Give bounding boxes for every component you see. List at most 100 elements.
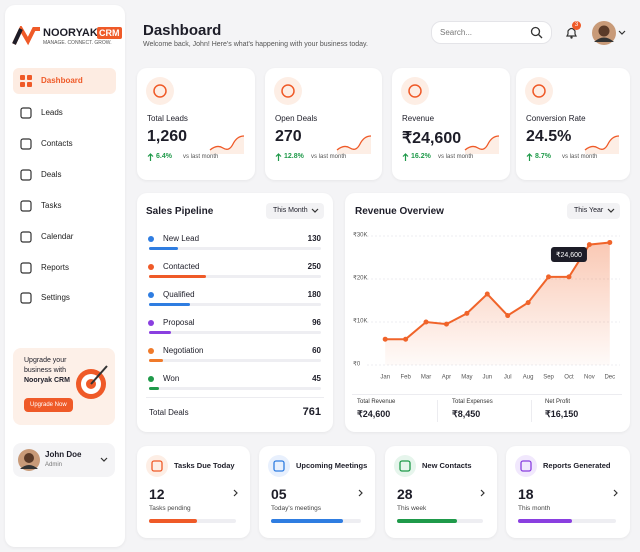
x-tick-label: Nov [584,375,595,381]
revenue-point [382,336,388,342]
stage-name: New Lead [163,234,200,243]
revenue-point [403,336,409,342]
nav-icon [20,200,32,212]
nav-item[interactable]: Leads [41,108,63,117]
task-chevron [358,489,363,497]
tooltip-label: ₹24,600 [556,251,582,259]
stage-value: 250 [307,262,321,271]
kpi-label: Open Deals [275,114,318,123]
stage-track [149,387,321,390]
kpi-up-arrow [402,153,409,161]
kpi-icon [401,77,429,105]
stage-dot [148,376,154,382]
pipeline-filter-label: This Month [273,207,308,214]
brand-badge: CRM [97,27,122,39]
stage-value: 60 [312,346,321,355]
tooltip-box [550,247,587,262]
task-icon [515,455,537,477]
y-tick-label: ₹0 [353,361,361,368]
kpi-value: 1,260 [147,128,188,145]
brand-name: NOORYAK [43,27,98,39]
pipeline-card [137,193,333,432]
revenue-filter[interactable] [567,203,620,219]
revenue-point [505,313,511,319]
stage-name: Qualified [163,290,195,299]
user-role: Admin [45,462,63,468]
x-tick-label: Sep [543,375,554,381]
task-note: This month [518,505,551,512]
x-tick-label: Jul [504,375,512,381]
stage-dot [148,264,154,270]
kpi-change: 6.4% [156,153,172,160]
header-avatar[interactable] [592,20,628,46]
notification-badge: 3 [572,21,581,30]
task-icon [268,455,290,477]
task-title: New Contacts [422,461,472,470]
kpi-value: 24.5% [526,128,572,145]
task-value: 18 [518,486,534,502]
kpi-sparkline [209,135,245,154]
stage-dot [148,348,154,354]
task-note: Today's meetings [271,505,322,512]
pipeline-filter[interactable] [266,203,324,219]
revenue-point [484,291,490,297]
task-title: Upcoming Meetings [296,461,368,470]
page-subtitle: Welcome back, John! Here's what's happen… [143,41,368,48]
kpi-change: 8.7% [535,153,551,160]
nav-item[interactable]: Settings [41,293,70,302]
kpi-up-arrow [275,153,282,161]
task-value: 28 [397,486,413,502]
pipeline-filter-chevron [311,208,319,213]
stage-bar [149,331,171,334]
search-placeholder: Search... [440,28,473,37]
pipeline-divider [146,397,324,398]
summary-value: ₹8,450 [452,409,481,419]
nav-item[interactable]: Calendar [41,232,74,241]
revenue-point [443,321,449,327]
summary-label: Net Profit [545,399,571,405]
kpi-sparkline [584,135,620,154]
revenue-point [566,274,572,280]
nav-item[interactable]: Reports [41,263,70,272]
stage-value: 180 [307,290,321,299]
stage-track [149,275,321,278]
x-tick-label: Feb [400,375,411,381]
nav-item[interactable]: Deals [41,170,62,179]
stage-bar [149,303,190,306]
task-note: This week [397,505,427,512]
user-name: John Doe [45,450,82,459]
kpi-value: ₹24,600 [402,130,462,147]
kpi-note: vs last month [183,154,219,160]
task-chevron [613,489,618,497]
nav-item[interactable]: Dashboard [41,76,83,85]
summary-sep [531,400,532,422]
task-chevron [233,489,238,497]
nav-item[interactable]: Tasks [41,201,62,210]
stage-bar [149,359,163,362]
revenue-title: Revenue Overview [355,206,444,217]
stage-value: 130 [307,234,321,243]
stage-track [149,303,321,306]
x-tick-label: Apr [442,375,451,381]
kpi-label: Revenue [402,114,435,123]
x-tick-label: Jun [482,375,492,381]
search-box[interactable] [431,21,552,44]
stage-track [149,331,321,334]
stage-dot [148,236,154,242]
kpi-icon [274,77,302,105]
bell-icon[interactable] [565,26,578,39]
task-chevron [480,489,485,497]
revenue-point [546,274,552,280]
task-title: Tasks Due Today [174,461,235,470]
nav-item[interactable]: Contacts [41,139,73,148]
task-note: Tasks pending [149,505,191,512]
stage-name: Negotiation [163,346,204,355]
nav-icon [20,169,32,181]
revenue-point [586,242,592,248]
upgrade-button[interactable]: Upgrade Now [24,398,73,412]
nav-icon [20,292,32,304]
nav-icon [20,75,32,87]
pipeline-total-label: Total Deals [149,408,189,417]
stage-dot [148,320,154,326]
